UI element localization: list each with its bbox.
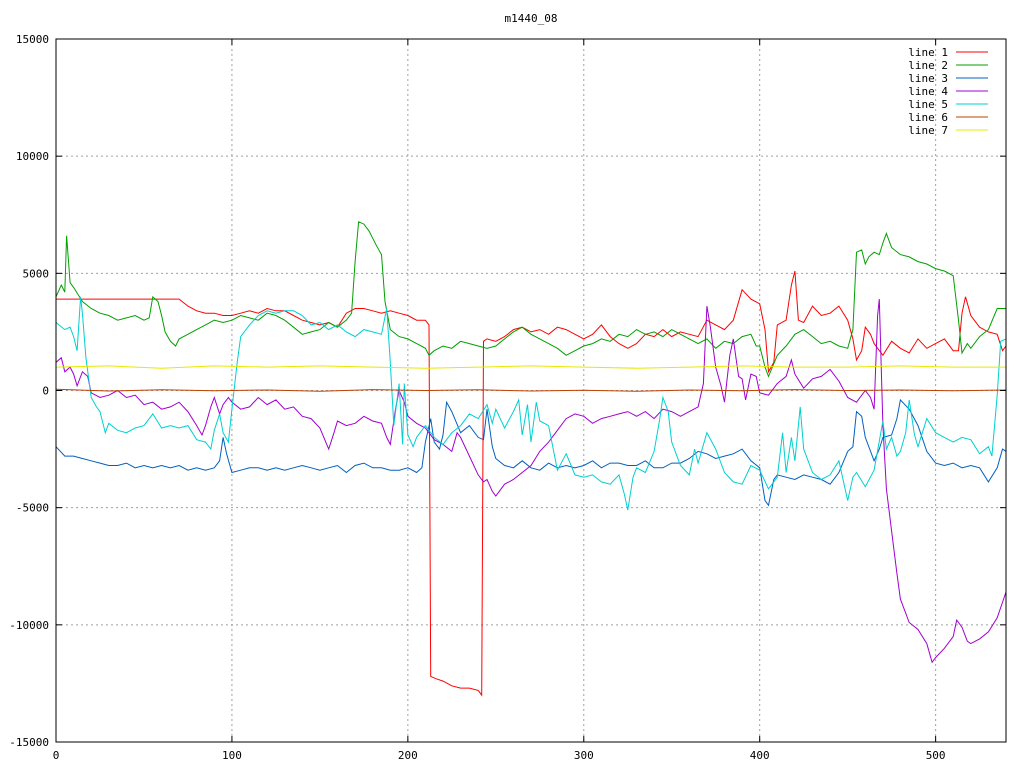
x-tick-label: 400 [750, 749, 770, 762]
series-group [55, 221, 1007, 697]
series-line-1 [56, 270, 1007, 697]
y-tick-label: 10000 [16, 150, 49, 163]
x-tick-label: 300 [574, 749, 594, 762]
series-line-5 [55, 296, 1007, 511]
x-tick-label: 200 [398, 749, 418, 762]
chart-title: m1440_08 [505, 12, 558, 25]
y-tick-label: -15000 [9, 736, 49, 749]
y-tick-label: -10000 [9, 619, 49, 632]
legend-label: line 5 [908, 98, 948, 111]
legend-label: line 4 [908, 85, 948, 98]
series-line-3 [55, 398, 1007, 507]
y-tick-label: 5000 [23, 267, 50, 280]
x-tick-label: 100 [222, 749, 242, 762]
series-line-4 [55, 299, 1007, 664]
x-tick-label: 500 [926, 749, 946, 762]
legend-label: line 1 [908, 46, 948, 59]
series-line-2 [55, 221, 1006, 378]
x-tick-label: 0 [53, 749, 60, 762]
y-tick-label: -5000 [16, 502, 49, 515]
y-tick-label: 15000 [16, 33, 49, 46]
legend-label: line 3 [908, 72, 948, 85]
legend-label: line 6 [908, 111, 948, 124]
series-line-6 [55, 388, 1007, 392]
series-line-7 [55, 365, 1006, 369]
y-tick-label: 0 [42, 385, 49, 398]
legend-label: line 7 [908, 124, 948, 137]
legend-label: line 2 [908, 59, 948, 72]
axis-ticks: 0 100 200 300 400 500 -15000 -10000 -5000 0 5000 10… [9, 33, 1006, 762]
